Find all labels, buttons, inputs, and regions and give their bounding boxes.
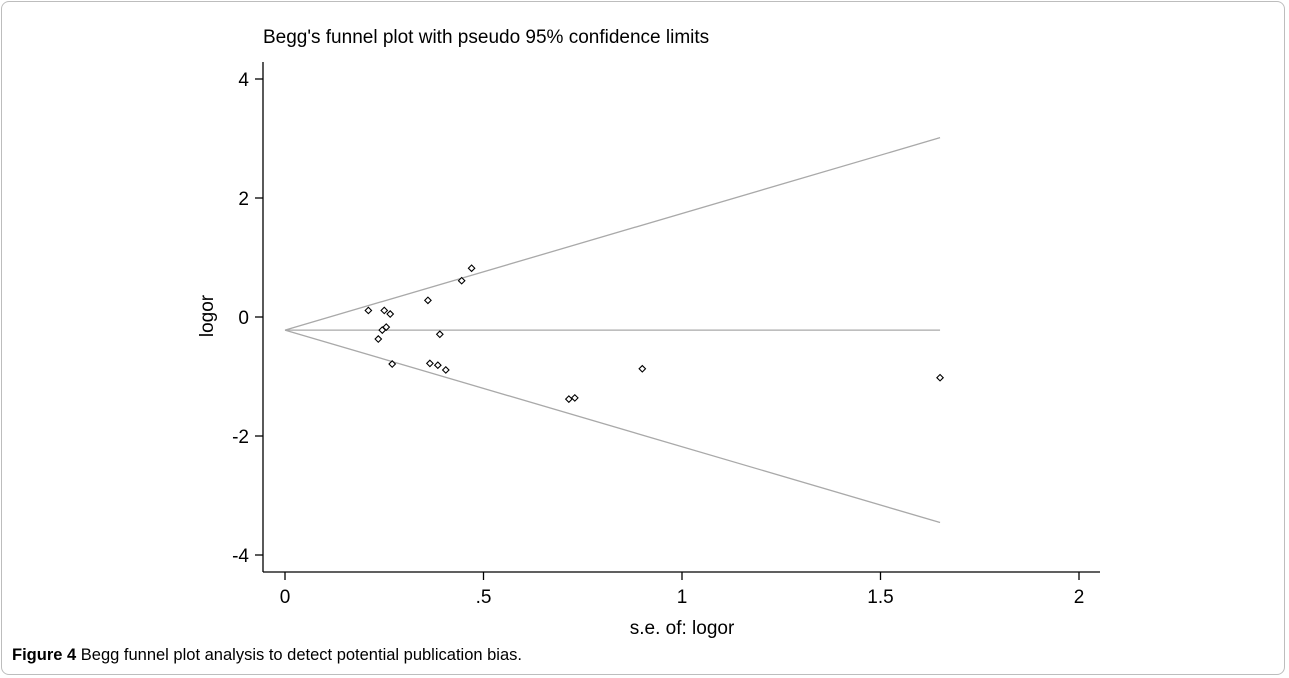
data-points — [364, 264, 945, 404]
study-point — [380, 306, 389, 315]
study-point — [467, 264, 476, 273]
y-tick-label: -2 — [232, 427, 249, 448]
x-axis-label: s.e. of: logor — [630, 618, 735, 639]
study-point — [425, 359, 434, 368]
study-point — [936, 373, 945, 382]
study-point — [433, 361, 442, 370]
study-point — [386, 310, 395, 319]
study-point — [423, 296, 432, 305]
y-tick-label: 2 — [238, 189, 249, 210]
study-point — [382, 323, 391, 332]
study-point — [457, 276, 466, 285]
y-axis-label: logor — [197, 294, 218, 337]
x-tick-label: 1 — [677, 587, 688, 608]
y-tick-label: 4 — [238, 70, 249, 91]
x-tick-label: 0 — [280, 587, 291, 608]
study-point — [388, 360, 397, 368]
y-tick-label: -4 — [232, 546, 249, 567]
upper-confidence-limit — [284, 137, 941, 331]
caption-text: Begg funnel plot analysis to detect pote… — [76, 646, 522, 664]
study-point — [638, 364, 647, 373]
chart-title: Begg's funnel plot with pseudo 95% confi… — [263, 27, 709, 48]
study-point — [364, 306, 373, 315]
y-tick-label: 0 — [238, 308, 249, 329]
x-tick-label: 1.5 — [867, 587, 893, 608]
study-point — [374, 335, 383, 343]
caption-label: Figure 4 — [12, 646, 77, 664]
figure-caption: Figure 4 Begg funnel plot analysis to de… — [12, 646, 522, 665]
x-tick-label: .5 — [476, 587, 492, 608]
study-point — [570, 393, 579, 402]
study-point — [441, 365, 450, 374]
lower-confidence-limit — [284, 329, 941, 524]
x-tick-label: 2 — [1074, 587, 1085, 608]
study-point — [435, 330, 444, 339]
study-point — [564, 395, 573, 404]
axes: 4 2 0 -2 -4 0 .5 1 1.5 2 — [232, 62, 1100, 608]
